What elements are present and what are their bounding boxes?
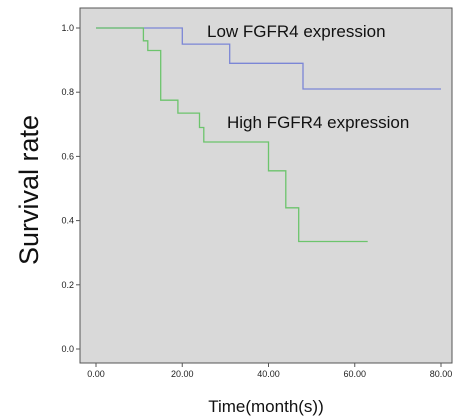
y-tick-label: 0.8 [61,87,74,97]
y-axis-title: Survival rate [14,115,44,265]
y-tick-label: 0.6 [61,151,74,161]
y-tick-label: 0.2 [61,280,74,290]
series-layer [96,27,441,243]
series-label-low: Low FGFR4 expression [207,22,386,41]
series-line-low [96,27,441,90]
x-axis-title: Time(month(s)) [208,397,324,416]
y-tick-label: 0.4 [61,216,74,226]
x-tick-label: 20.00 [171,369,194,379]
x-tick-label: 80.00 [430,369,453,379]
plot-area [79,7,453,364]
x-tick-label: 60.00 [343,369,366,379]
series-label-high: High FGFR4 expression [227,113,409,132]
y-axis-ticks: 0.0 0.2 0.4 0.6 0.8 1.0 [61,23,80,354]
y-tick-label: 1.0 [61,23,74,33]
x-tick-label: 0.00 [87,369,105,379]
x-tick-label: 40.00 [257,369,280,379]
x-axis-ticks: 0.00 20.00 40.00 60.00 80.00 [87,363,452,379]
series-line-high [96,27,368,243]
y-tick-label: 0.0 [61,344,74,354]
